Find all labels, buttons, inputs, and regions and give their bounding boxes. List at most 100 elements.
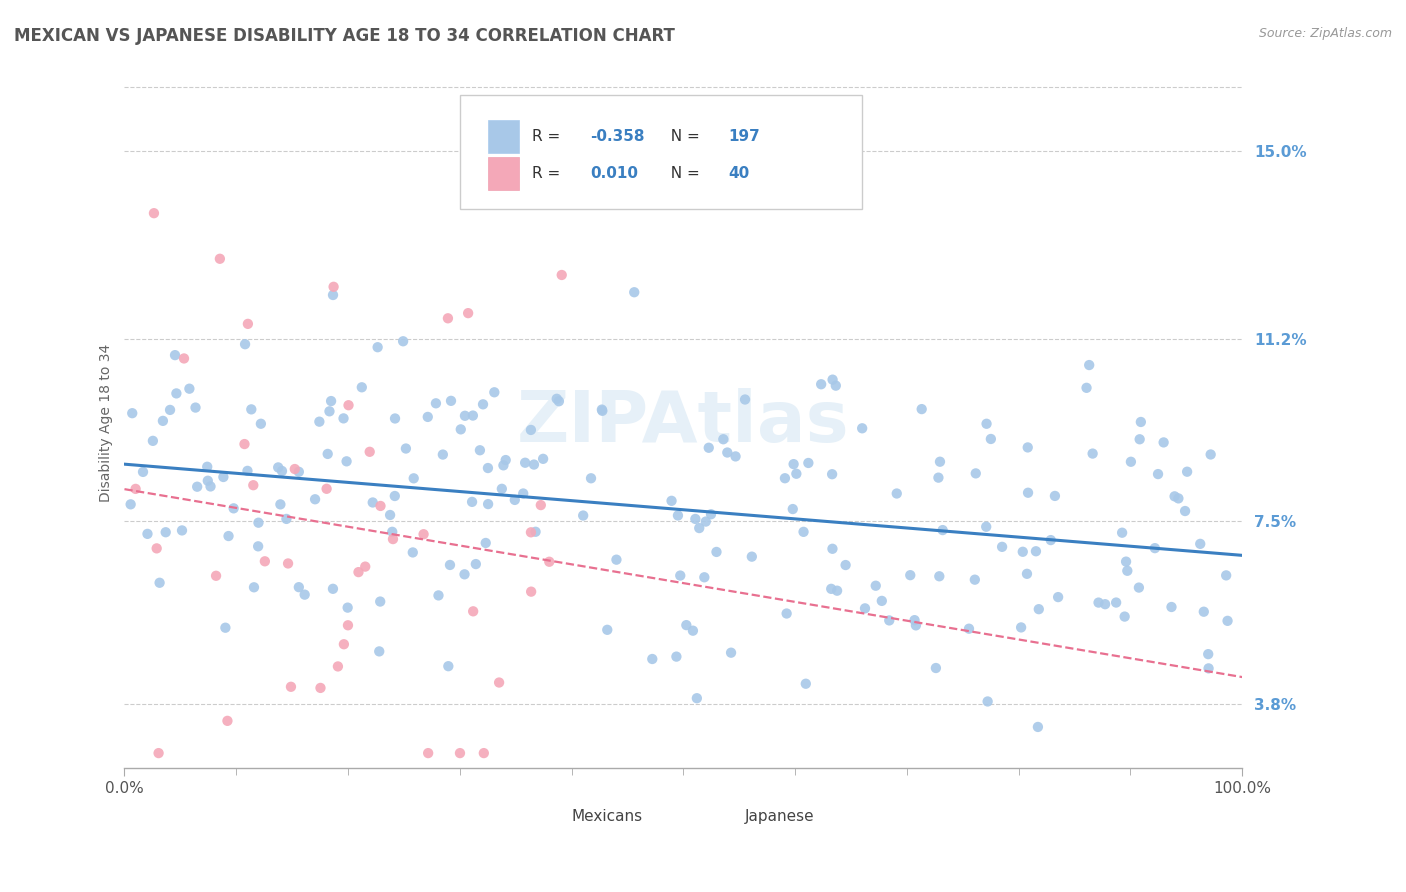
Point bbox=[928, 569, 950, 583]
Point bbox=[284, 462, 307, 476]
Point bbox=[495, 453, 517, 467]
Point bbox=[384, 411, 406, 425]
Point bbox=[242, 478, 264, 492]
Text: -0.358: -0.358 bbox=[591, 129, 645, 145]
Point bbox=[661, 493, 683, 508]
Point bbox=[336, 600, 359, 615]
Point bbox=[700, 508, 723, 522]
Text: N =: N = bbox=[661, 129, 704, 145]
Point bbox=[453, 567, 475, 582]
Point bbox=[782, 457, 804, 471]
Point bbox=[865, 579, 887, 593]
Point bbox=[280, 680, 302, 694]
Point bbox=[247, 539, 270, 553]
Point bbox=[233, 437, 256, 451]
Point bbox=[381, 524, 404, 539]
Point bbox=[515, 456, 537, 470]
Point bbox=[472, 397, 495, 411]
Point bbox=[682, 624, 704, 638]
Point bbox=[1167, 491, 1189, 506]
Point bbox=[315, 482, 337, 496]
Point bbox=[145, 541, 167, 556]
Point bbox=[886, 486, 908, 500]
Point bbox=[1047, 590, 1070, 604]
Point bbox=[148, 746, 170, 760]
Point bbox=[911, 402, 934, 417]
Point bbox=[927, 470, 949, 484]
Point bbox=[929, 455, 952, 469]
Point bbox=[186, 480, 208, 494]
Point bbox=[688, 521, 710, 535]
Point bbox=[591, 402, 613, 417]
Point bbox=[370, 499, 392, 513]
Point bbox=[368, 644, 391, 658]
Point bbox=[976, 694, 998, 708]
Point bbox=[596, 623, 619, 637]
Point bbox=[233, 337, 256, 351]
Point bbox=[793, 524, 815, 539]
Point bbox=[1189, 537, 1212, 551]
Point bbox=[991, 540, 1014, 554]
Point bbox=[461, 495, 484, 509]
Point bbox=[693, 570, 716, 584]
Point bbox=[821, 467, 844, 482]
Point bbox=[464, 557, 486, 571]
Point bbox=[492, 458, 515, 473]
Bar bbox=[706, 804, 734, 831]
Point bbox=[797, 456, 820, 470]
Point bbox=[427, 588, 450, 602]
Point bbox=[1010, 620, 1032, 634]
Point bbox=[432, 448, 454, 462]
Point bbox=[524, 524, 547, 539]
Point bbox=[741, 549, 763, 564]
Point bbox=[200, 479, 222, 493]
Point bbox=[641, 652, 664, 666]
Point bbox=[294, 588, 316, 602]
Point bbox=[449, 746, 471, 760]
Point bbox=[336, 618, 359, 632]
Point bbox=[1174, 504, 1197, 518]
Point bbox=[898, 568, 921, 582]
Point bbox=[277, 557, 299, 571]
Point bbox=[1163, 489, 1185, 503]
Point bbox=[572, 508, 595, 523]
Point bbox=[217, 714, 239, 728]
Text: R =: R = bbox=[533, 129, 565, 145]
Point bbox=[711, 432, 734, 446]
Point bbox=[463, 604, 485, 618]
Point bbox=[336, 454, 359, 468]
Point bbox=[734, 392, 756, 407]
Point bbox=[669, 568, 692, 582]
Point bbox=[720, 646, 742, 660]
Point bbox=[665, 649, 688, 664]
Point bbox=[267, 460, 290, 475]
Text: 40: 40 bbox=[728, 166, 749, 181]
Point bbox=[208, 252, 231, 266]
Point bbox=[724, 450, 747, 464]
Point bbox=[1017, 441, 1039, 455]
Point bbox=[439, 558, 461, 572]
Bar bbox=[538, 804, 567, 831]
Point bbox=[402, 545, 425, 559]
Point bbox=[212, 470, 235, 484]
Point bbox=[1105, 595, 1128, 609]
Point bbox=[142, 206, 165, 220]
Point bbox=[361, 495, 384, 509]
Point bbox=[359, 445, 381, 459]
Point bbox=[488, 675, 510, 690]
Point bbox=[957, 622, 980, 636]
Point bbox=[395, 442, 418, 456]
Point bbox=[322, 288, 344, 302]
Point bbox=[184, 401, 207, 415]
Point bbox=[686, 691, 709, 706]
Point bbox=[675, 618, 697, 632]
Point bbox=[1025, 544, 1047, 558]
Point bbox=[775, 607, 797, 621]
Text: ZIPAtlas: ZIPAtlas bbox=[517, 388, 849, 458]
Point bbox=[853, 601, 876, 615]
Point bbox=[1017, 485, 1039, 500]
Point bbox=[425, 396, 447, 410]
Point bbox=[1026, 720, 1049, 734]
Point bbox=[1111, 525, 1133, 540]
Point bbox=[980, 432, 1002, 446]
